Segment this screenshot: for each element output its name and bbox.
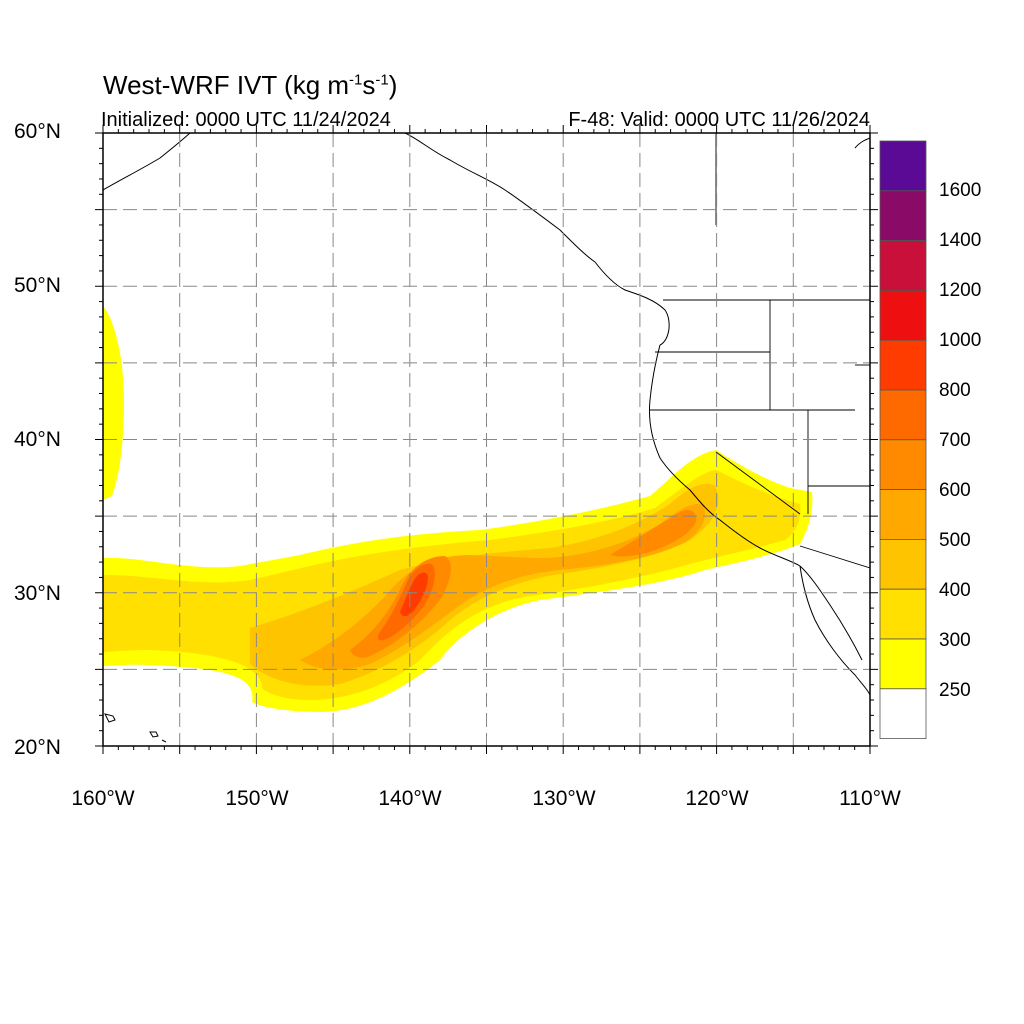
- axis-ticks: [95, 125, 878, 754]
- lon-label-150w: 150°W: [225, 787, 289, 810]
- alaska-coast: [404, 133, 596, 263]
- colorbar-swatch: [879, 688, 927, 739]
- graticule: [103, 133, 870, 746]
- us-west-coast: [649, 344, 801, 567]
- colorbar-label-400: 400: [939, 580, 971, 601]
- borders: [650, 133, 870, 569]
- ivt-shading: [103, 306, 813, 712]
- valid-time-label: F-48: Valid: 0000 UTC 11/26/2024: [568, 109, 870, 131]
- lat-label-20: 20°N: [14, 736, 61, 759]
- colorbar-swatch: [879, 539, 927, 590]
- colorbar-label-800: 800: [939, 380, 971, 401]
- colorbar-label-700: 700: [939, 430, 971, 451]
- coastlines: [103, 133, 870, 743]
- siberia-coast: [103, 133, 191, 191]
- colorbar-swatch: [879, 389, 927, 441]
- bc-coast: [594, 261, 670, 346]
- lon-label-130w: 130°W: [532, 787, 596, 810]
- colorbar-swatch: [879, 489, 927, 540]
- colorbar: [879, 140, 927, 739]
- lat-label-50: 50°N: [14, 274, 61, 297]
- hawaii-islands: [104, 713, 167, 743]
- us-canada-border: [663, 133, 870, 301]
- gulf-coast: [799, 565, 863, 661]
- colorbar-swatch: [879, 638, 927, 690]
- lon-label-160w: 160°W: [71, 787, 135, 810]
- us-mexico-border: [799, 545, 870, 569]
- lat-label-30: 30°N: [14, 582, 61, 605]
- ivt-level-250-west: [103, 306, 124, 500]
- colorbar-label-600: 600: [939, 480, 971, 501]
- lat-label-60: 60°N: [14, 120, 61, 143]
- ivt-level-800: [400, 572, 428, 617]
- colorbar-label-250: 250: [939, 680, 971, 701]
- colorbar-label-300: 300: [939, 630, 971, 651]
- init-time-label: Initialized: 0000 UTC 11/24/2024: [101, 109, 391, 131]
- colorbar-label-1400: 1400: [939, 230, 982, 251]
- lon-label-110w: 110°W: [839, 787, 901, 810]
- nw-corner-coast: [854, 137, 870, 149]
- lon-label-120w: 120°W: [685, 787, 749, 810]
- colorbar-label-1600: 1600: [939, 180, 982, 201]
- colorbar-swatch: [879, 190, 927, 242]
- colorbar-label-1200: 1200: [939, 280, 982, 301]
- colorbar-swatch: [879, 289, 927, 341]
- colorbar-swatch: [879, 140, 927, 192]
- colorbar-label-500: 500: [939, 530, 971, 551]
- figure-title: West-WRF IVT (kg m-1s-1): [103, 70, 398, 100]
- colorbar-swatch: [879, 339, 927, 391]
- colorbar-swatch: [879, 240, 927, 291]
- colorbar-swatch: [879, 439, 927, 490]
- baja-coast: [799, 565, 870, 696]
- lat-label-40: 40°N: [14, 428, 61, 451]
- lon-label-140w: 140°W: [378, 787, 442, 810]
- colorbar-swatch: [879, 588, 927, 640]
- colorbar-label-1000: 1000: [939, 330, 982, 351]
- ca-nv-border: [715, 451, 801, 515]
